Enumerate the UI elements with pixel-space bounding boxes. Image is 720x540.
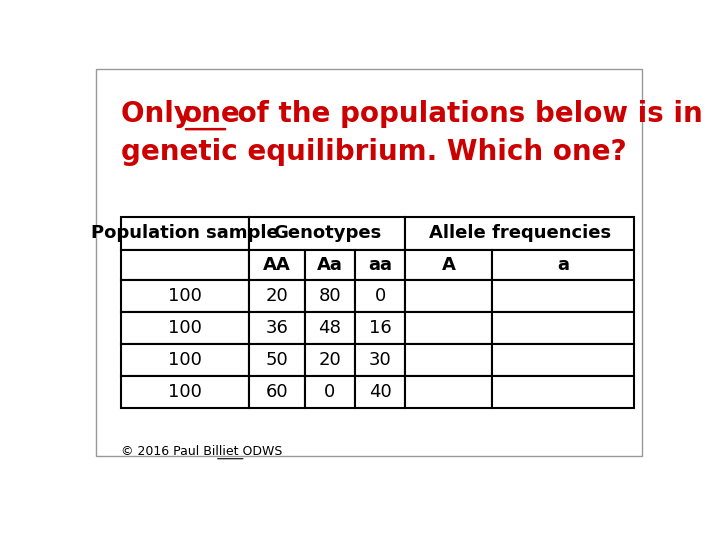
FancyBboxPatch shape — [405, 250, 492, 280]
FancyBboxPatch shape — [249, 280, 305, 312]
FancyBboxPatch shape — [405, 217, 634, 250]
Text: Only: Only — [121, 100, 202, 128]
Text: 100: 100 — [168, 319, 202, 337]
Text: Genotypes: Genotypes — [273, 224, 382, 242]
FancyBboxPatch shape — [305, 250, 355, 280]
Text: Population sample: Population sample — [91, 224, 279, 242]
Text: 20: 20 — [266, 287, 288, 305]
Text: 36: 36 — [266, 319, 289, 337]
Text: 100: 100 — [168, 351, 202, 369]
FancyBboxPatch shape — [249, 217, 405, 250]
FancyBboxPatch shape — [492, 250, 634, 280]
FancyBboxPatch shape — [249, 250, 305, 280]
Text: 48: 48 — [318, 319, 341, 337]
FancyBboxPatch shape — [249, 344, 305, 376]
Text: © 2016 Paul Billiet: © 2016 Paul Billiet — [0, 539, 1, 540]
FancyBboxPatch shape — [355, 280, 405, 312]
FancyBboxPatch shape — [405, 344, 492, 376]
Text: 30: 30 — [369, 351, 392, 369]
Text: Aa: Aa — [317, 256, 343, 274]
FancyBboxPatch shape — [492, 344, 634, 376]
FancyBboxPatch shape — [121, 280, 249, 312]
FancyBboxPatch shape — [305, 344, 355, 376]
FancyBboxPatch shape — [355, 250, 405, 280]
FancyBboxPatch shape — [492, 376, 634, 408]
Text: genetic equilibrium. Which one?: genetic equilibrium. Which one? — [121, 138, 626, 166]
FancyBboxPatch shape — [305, 376, 355, 408]
Text: 40: 40 — [369, 383, 392, 401]
FancyBboxPatch shape — [121, 312, 249, 344]
FancyBboxPatch shape — [121, 344, 249, 376]
Text: A: A — [441, 256, 456, 274]
FancyBboxPatch shape — [405, 376, 492, 408]
FancyBboxPatch shape — [121, 217, 249, 250]
Text: 16: 16 — [369, 319, 392, 337]
Text: 60: 60 — [266, 383, 288, 401]
Text: 20: 20 — [318, 351, 341, 369]
Text: © 2016 Paul Billiet ODWS: © 2016 Paul Billiet ODWS — [121, 445, 282, 458]
Text: 80: 80 — [319, 287, 341, 305]
Text: 100: 100 — [168, 383, 202, 401]
FancyBboxPatch shape — [492, 312, 634, 344]
FancyBboxPatch shape — [355, 312, 405, 344]
FancyBboxPatch shape — [121, 376, 249, 408]
Text: one: one — [183, 100, 241, 128]
FancyBboxPatch shape — [355, 344, 405, 376]
Text: AA: AA — [263, 256, 291, 274]
FancyBboxPatch shape — [405, 312, 492, 344]
Text: 0: 0 — [324, 383, 336, 401]
FancyBboxPatch shape — [121, 250, 249, 280]
Text: Allele frequencies: Allele frequencies — [428, 224, 611, 242]
Text: 0: 0 — [374, 287, 386, 305]
Text: 50: 50 — [266, 351, 288, 369]
FancyBboxPatch shape — [249, 376, 305, 408]
FancyBboxPatch shape — [305, 280, 355, 312]
FancyBboxPatch shape — [355, 376, 405, 408]
FancyBboxPatch shape — [305, 312, 355, 344]
Text: 100: 100 — [168, 287, 202, 305]
FancyBboxPatch shape — [249, 312, 305, 344]
Text: aa: aa — [368, 256, 392, 274]
Text: a: a — [557, 256, 569, 274]
FancyBboxPatch shape — [405, 280, 492, 312]
Text: of the populations below is in: of the populations below is in — [228, 100, 703, 128]
FancyBboxPatch shape — [492, 280, 634, 312]
